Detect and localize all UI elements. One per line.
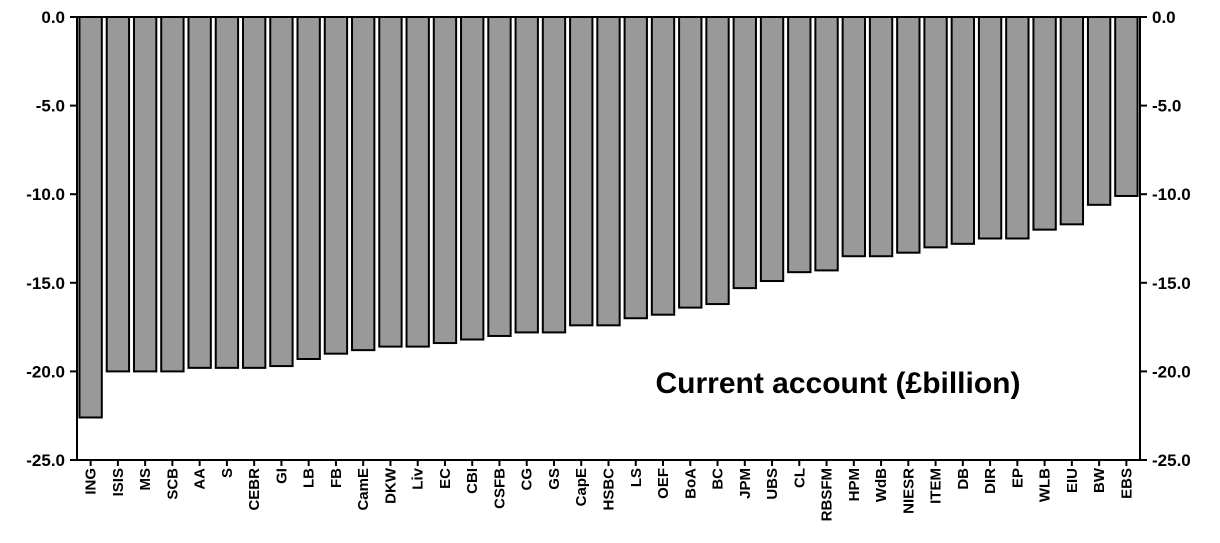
x-tick-label: UBS: [764, 468, 781, 500]
x-tick-label: WLB: [1037, 468, 1054, 502]
bar-liv: [405, 16, 430, 348]
x-tick-label: FB: [328, 468, 345, 488]
bar-db: [950, 16, 976, 245]
bar-cl: [787, 16, 812, 274]
bar-bc: [705, 16, 730, 306]
x-tick-label: AA: [192, 468, 209, 490]
x-tick-label: ITEM: [928, 468, 945, 504]
y-tick-label-left: 0.0: [41, 8, 65, 27]
x-tick-label: BW: [1091, 467, 1108, 493]
x-tick-label: EC: [437, 468, 454, 489]
bar-isis: [105, 16, 131, 373]
bar-niesr: [896, 16, 921, 254]
bar-dir: [977, 16, 1003, 240]
bar-cg: [514, 16, 539, 334]
bar-ep: [1005, 16, 1030, 240]
labels-layer: ING ISIS MS SCB AA S CEBR GI LB FB CamE DKW Liv EC CBI…: [26, 8, 1191, 521]
x-tick-label: ISIS: [110, 468, 127, 496]
bar-lb: [296, 16, 321, 360]
bar-oef: [650, 16, 676, 316]
x-tick-label: EP: [1009, 468, 1026, 488]
bars-layer: [78, 16, 1139, 419]
bar-csfb: [487, 16, 512, 337]
bar-ms: [132, 16, 158, 373]
bar-boa: [678, 16, 703, 309]
x-tick-label: GS: [546, 468, 563, 490]
y-tick-label-right: -5.0: [1152, 97, 1181, 116]
y-tick-label-left: -15.0: [26, 274, 65, 293]
bar-dkw: [378, 16, 403, 348]
bar-fb: [323, 16, 349, 355]
bar-came: [351, 16, 376, 352]
bar-ing: [78, 16, 103, 419]
x-tick-label: OEF: [655, 468, 672, 499]
bar-gs: [541, 16, 567, 334]
x-tick-label: Liv: [410, 467, 427, 489]
bar-cape: [569, 16, 594, 327]
bar-scb: [160, 16, 185, 373]
bar-eiu: [1059, 16, 1085, 226]
axes-layer: [70, 16, 1147, 466]
x-tick-label: LS: [628, 468, 645, 487]
x-tick-label: HPM: [846, 468, 863, 501]
y-tick-label-right: 0.0: [1152, 8, 1176, 27]
x-tick-label: JPM: [737, 468, 754, 499]
x-tick-label: RBSFM: [819, 468, 836, 521]
x-tick-label: CSFB: [491, 468, 508, 509]
x-tick-label: EBS: [1118, 468, 1135, 499]
y-tick-label-left: -5.0: [36, 97, 65, 116]
x-tick-label: DIR: [982, 468, 999, 494]
y-tick-label-right: -25.0: [1152, 451, 1191, 470]
x-tick-label: CapE: [573, 468, 590, 506]
bar-ec: [432, 16, 458, 345]
x-tick-label: CEBR: [246, 468, 263, 511]
bar-cbi: [460, 16, 485, 341]
bar-jpm: [732, 16, 757, 290]
x-tick-label: GI: [273, 468, 290, 484]
bar-ebs: [1114, 16, 1139, 197]
x-tick-label: CBI: [464, 468, 481, 494]
x-tick-label: DKW: [382, 467, 399, 504]
x-tick-label: MS: [137, 468, 154, 491]
x-tick-label: CL: [791, 468, 808, 488]
x-tick-label: LB: [301, 468, 318, 488]
bar-rbsfm: [814, 16, 839, 272]
bar-wlb: [1032, 16, 1057, 231]
x-tick-label: NIESR: [900, 468, 917, 514]
x-tick-label: CamE: [355, 468, 372, 511]
y-tick-label-right: -10.0: [1152, 185, 1191, 204]
y-tick-label-left: -25.0: [26, 451, 65, 470]
x-tick-label: S: [219, 468, 236, 478]
x-tick-label: DB: [955, 468, 972, 490]
bar-bw: [1086, 16, 1112, 206]
x-tick-label: SCB: [164, 468, 181, 500]
bar-aa: [187, 16, 212, 369]
x-tick-label: BC: [710, 468, 727, 490]
bar-gi: [269, 16, 294, 368]
y-tick-label-left: -20.0: [26, 362, 65, 381]
bar-ls: [623, 16, 648, 320]
chart-title: Current account (£billion): [655, 367, 1020, 400]
bar-hsbc: [596, 16, 621, 327]
y-tick-label-right: -20.0: [1152, 362, 1191, 381]
bar-item: [923, 16, 948, 249]
bar-ubs: [759, 16, 785, 283]
x-tick-label: HSBC: [601, 468, 618, 511]
bar-s: [214, 16, 240, 369]
x-tick-label: BoA: [682, 468, 699, 499]
x-tick-label: EIU: [1064, 468, 1081, 493]
y-tick-label-left: -10.0: [26, 185, 65, 204]
x-tick-label: WdB: [873, 468, 890, 502]
bar-cebr: [241, 16, 267, 369]
x-tick-label: CG: [519, 468, 536, 491]
bar-hpm: [841, 16, 866, 258]
bar-wdb: [868, 16, 894, 258]
x-tick-label: ING: [83, 468, 100, 495]
y-tick-label-right: -15.0: [1152, 274, 1191, 293]
